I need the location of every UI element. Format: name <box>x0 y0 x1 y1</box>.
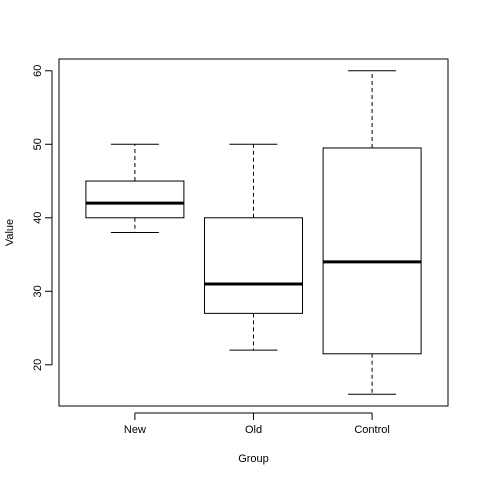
box-old <box>204 143 303 351</box>
box-new <box>85 143 185 233</box>
iqr-box <box>322 147 422 355</box>
x-tick-label: Control <box>354 424 389 436</box>
y-axis-label: Value <box>4 219 16 246</box>
iqr-box <box>85 180 185 219</box>
x-tick-label: New <box>124 424 146 436</box>
plot-frame <box>58 58 449 407</box>
y-tick-label: 60 <box>32 65 44 77</box>
y-tick-label: 20 <box>32 359 44 371</box>
y-tick-label: 30 <box>32 285 44 297</box>
box-series <box>85 70 422 395</box>
y-tick-label: 40 <box>32 212 44 224</box>
x-axis: New Old Control <box>124 412 390 436</box>
x-axis-label: Group <box>238 453 269 465</box>
y-tick-label: 50 <box>32 138 44 150</box>
iqr-box <box>204 217 303 314</box>
x-tick-label: Old <box>245 424 262 436</box>
y-axis: 20 30 40 50 60 <box>32 65 53 371</box>
box-control <box>322 70 422 395</box>
